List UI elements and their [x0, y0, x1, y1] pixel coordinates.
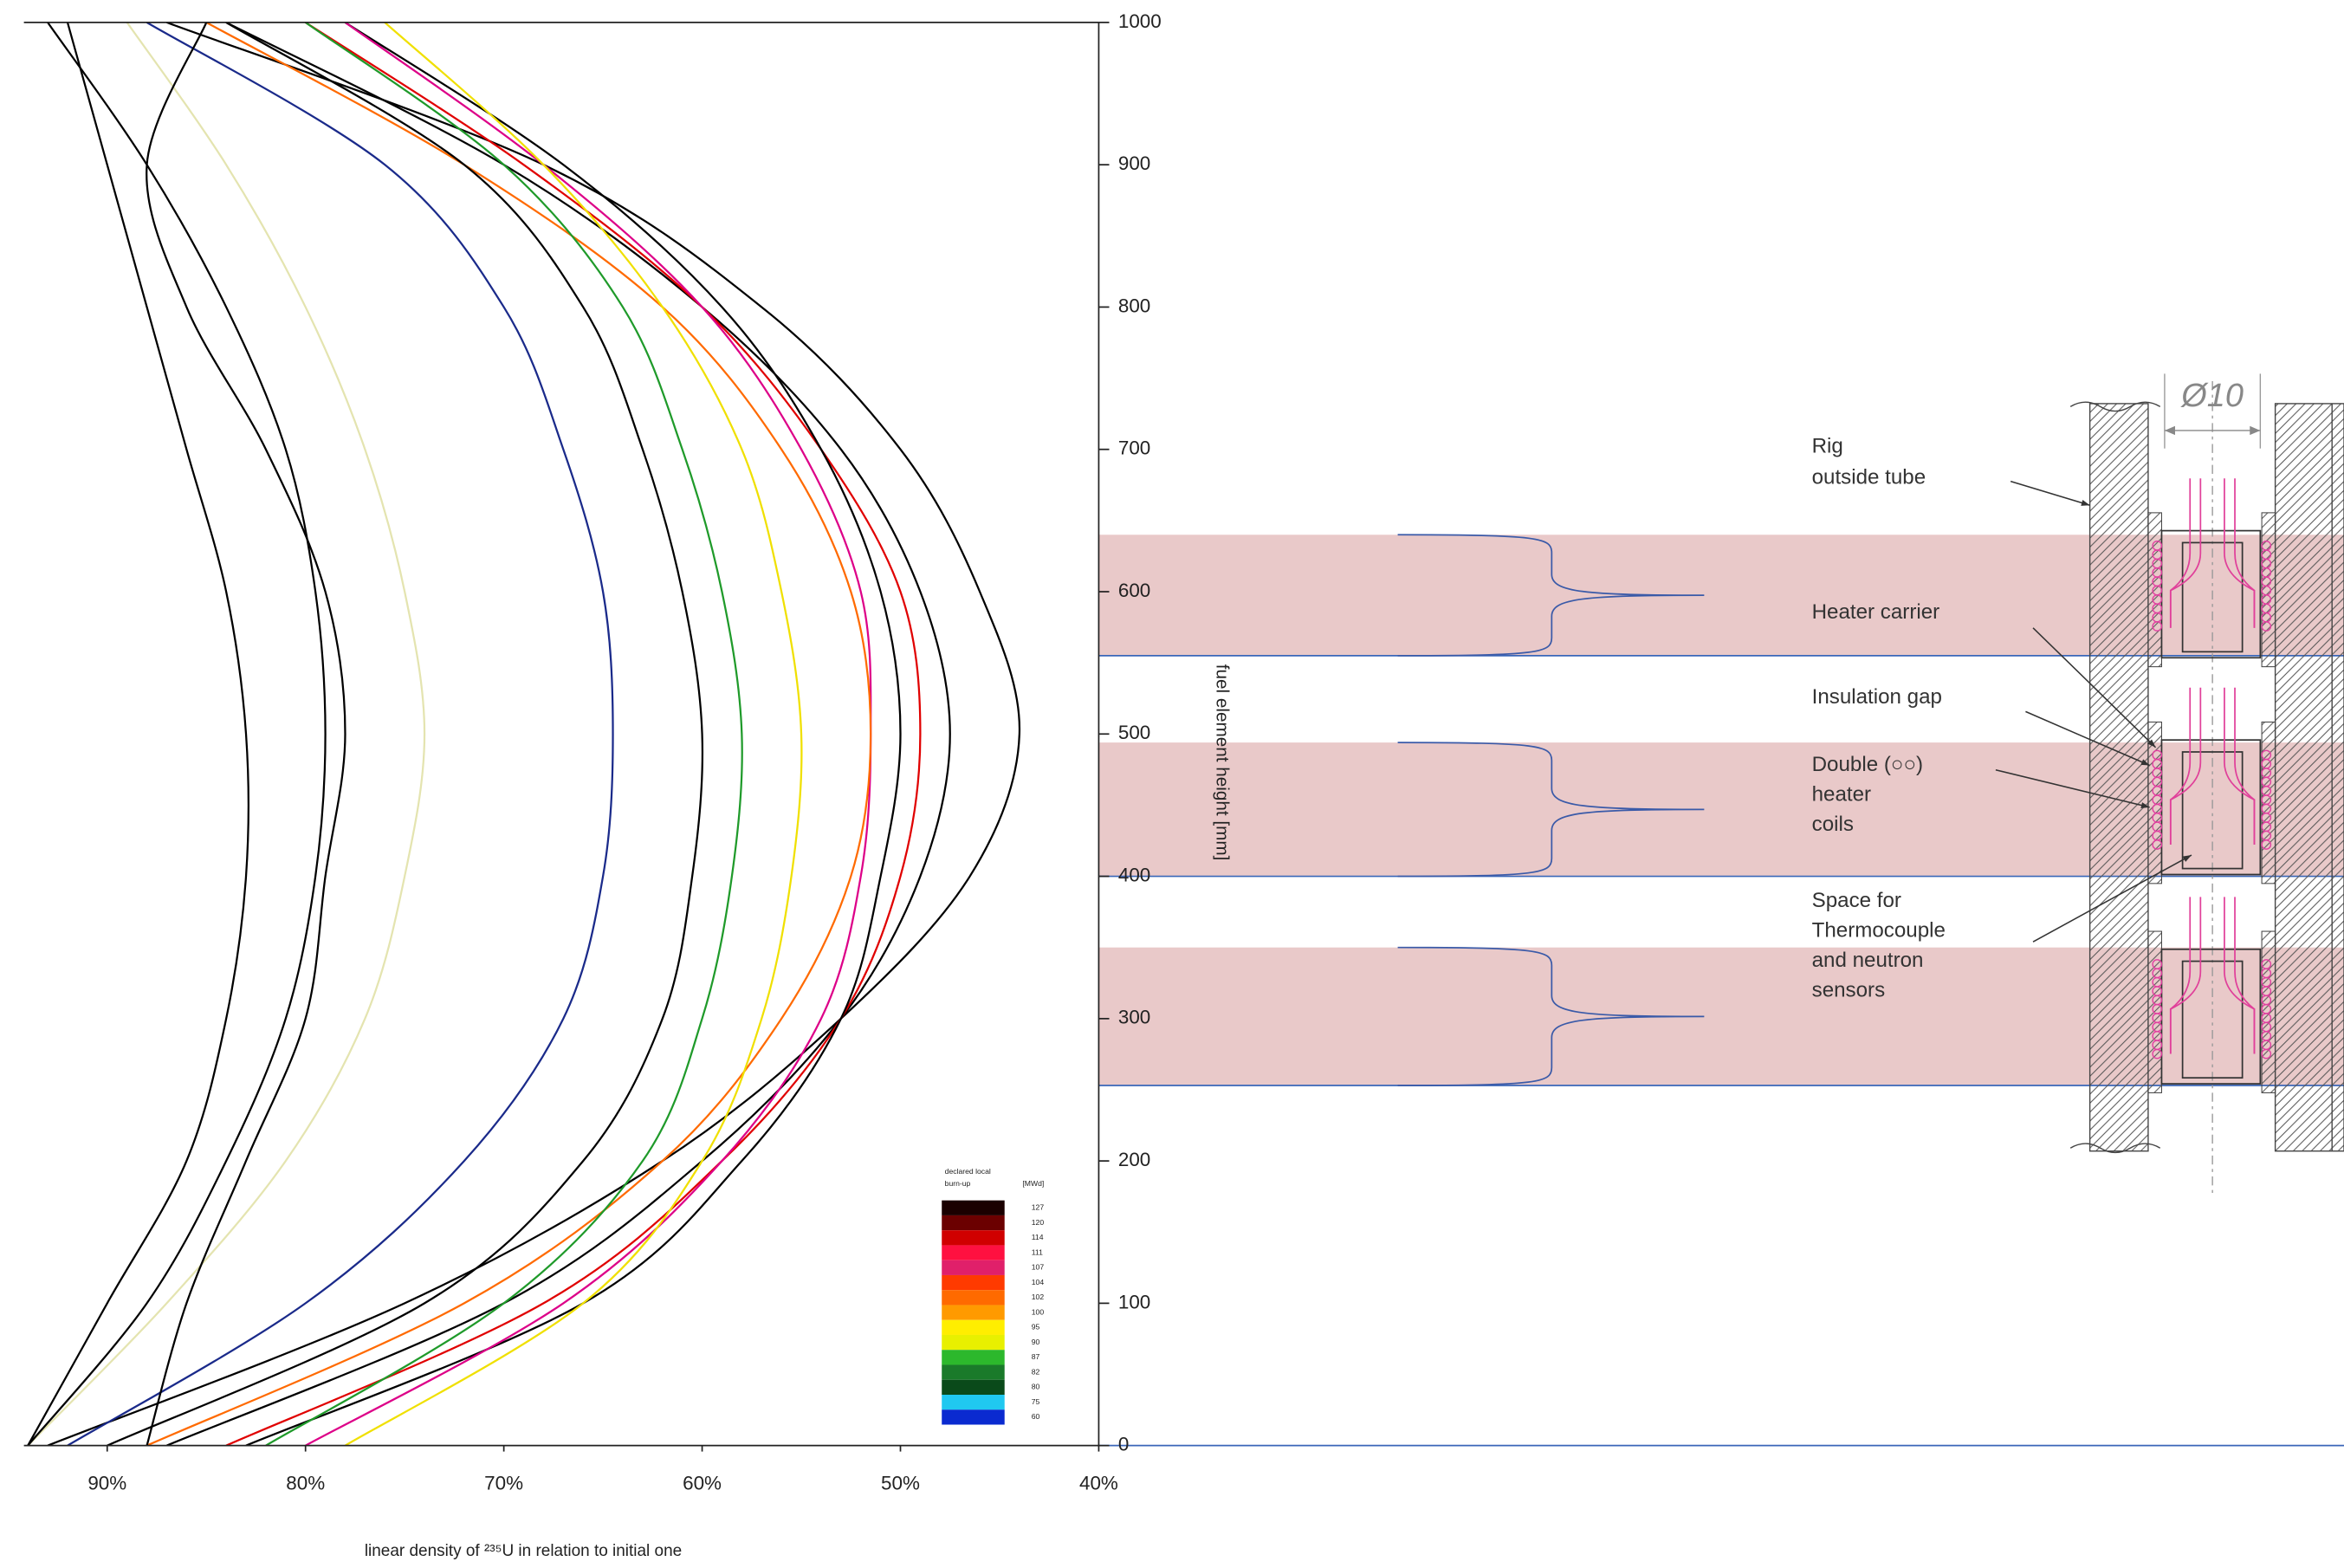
legend-swatch: [942, 1335, 1004, 1350]
legend-label: 104: [1032, 1278, 1045, 1286]
y-tick-label: 500: [1118, 722, 1150, 743]
diagram-label: Space for: [1812, 889, 1901, 912]
x-tick-label: 90%: [87, 1472, 126, 1493]
legend-swatch: [942, 1275, 1004, 1290]
leader-arrow: [2081, 500, 2089, 506]
carrier-wall: [2148, 931, 2162, 1092]
legend-swatch: [942, 1260, 1004, 1275]
y-tick-label: 400: [1118, 864, 1150, 885]
legend-swatch: [942, 1230, 1004, 1245]
legend-swatch: [942, 1364, 1004, 1379]
legend-label: 107: [1032, 1263, 1045, 1272]
x-tick-label: 80%: [286, 1472, 325, 1493]
legend-label: 95: [1032, 1323, 1040, 1332]
y-tick-label: 100: [1118, 1291, 1150, 1312]
legend-label: 80: [1032, 1383, 1040, 1391]
legend-label: 82: [1032, 1367, 1040, 1376]
y-tick-label: 700: [1118, 437, 1150, 459]
diagram-label: sensors: [1812, 978, 1886, 1001]
density-curve: [266, 23, 742, 1446]
carrier-wall: [2262, 931, 2276, 1092]
carrier-wall: [2262, 722, 2276, 883]
legend-swatch: [942, 1350, 1004, 1364]
legend: declared local burn-up [MWd] 127 120 114 11…: [942, 1167, 1044, 1424]
y-tick-label: 600: [1118, 580, 1150, 601]
y-tick-label: 800: [1118, 295, 1150, 316]
x-tick-label: 60%: [683, 1472, 722, 1493]
legend-swatch: [942, 1380, 1004, 1395]
legend-swatch: [942, 1201, 1004, 1215]
density-curve: [28, 23, 325, 1446]
x-tick-label: 50%: [881, 1472, 920, 1493]
legend-swatch: [942, 1215, 1004, 1230]
legend-unit: [MWd]: [1022, 1179, 1044, 1188]
diagram-label: Insulation gap: [1812, 685, 1942, 709]
legend-swatch: [942, 1395, 1004, 1409]
y-tick-label: 300: [1118, 1007, 1150, 1028]
density-curve: [147, 23, 871, 1446]
legend-label: 127: [1032, 1203, 1045, 1212]
diagram-label: and neutron: [1812, 949, 1924, 972]
diagram-label: Heater carrier: [1812, 600, 1940, 624]
plot-area: [28, 23, 1020, 1446]
legend-label: 87: [1032, 1352, 1040, 1361]
diagram-label: Rig: [1812, 434, 1843, 457]
diagram-label: coils: [1812, 813, 1854, 836]
x-tick-label: 70%: [484, 1472, 523, 1493]
legend-title: burn-up: [945, 1179, 971, 1188]
legend-label: 114: [1032, 1233, 1044, 1241]
legend-label: 102: [1032, 1293, 1045, 1301]
diagram-label: Double (○○): [1812, 753, 1923, 776]
y-tick-label: 200: [1118, 1149, 1150, 1170]
carrier-wall: [2262, 513, 2276, 667]
y-tick-label: 0: [1118, 1434, 1129, 1455]
legend-title: declared local: [945, 1167, 991, 1176]
y-axis-title: fuel element height [mm]: [1212, 664, 1232, 861]
x-axis-title: linear density of ²³⁵U in relation to in…: [365, 1542, 682, 1560]
legend-label: 75: [1032, 1397, 1040, 1406]
diagram-label: heater: [1812, 782, 1871, 806]
legend-label: 90: [1032, 1338, 1040, 1346]
density-curve: [28, 23, 424, 1446]
legend-label: 111: [1032, 1247, 1043, 1256]
legend-label: 120: [1032, 1218, 1045, 1227]
legend-swatch: [942, 1305, 1004, 1319]
legend-label: 60: [1032, 1412, 1040, 1421]
density-curve: [166, 23, 949, 1446]
y-tick-label: 900: [1118, 152, 1150, 174]
diagram-label: Thermocouple: [1812, 918, 1946, 942]
diagram-label: outside tube: [1812, 466, 1926, 489]
density-curve: [306, 23, 871, 1446]
leader-line: [2011, 482, 2089, 506]
x-tick-label: 40%: [1079, 1472, 1118, 1493]
page: {"chart_data": { "type": "line", "x_labe…: [0, 0, 2344, 1568]
tube-wall: [2276, 404, 2344, 1151]
dimension-label: Ø10: [2179, 378, 2244, 414]
legend-label: 100: [1032, 1307, 1045, 1316]
y-tick-label: 1000: [1118, 10, 1162, 32]
legend-swatch: [942, 1409, 1004, 1424]
legend-swatch: [942, 1290, 1004, 1305]
legend-swatch: [942, 1245, 1004, 1260]
legend-swatch: [942, 1320, 1004, 1335]
tube-wall: [2090, 404, 2148, 1151]
figure: linear density of ²³⁵U in relation to in…: [0, 0, 2344, 1568]
carrier-wall: [2148, 513, 2162, 667]
